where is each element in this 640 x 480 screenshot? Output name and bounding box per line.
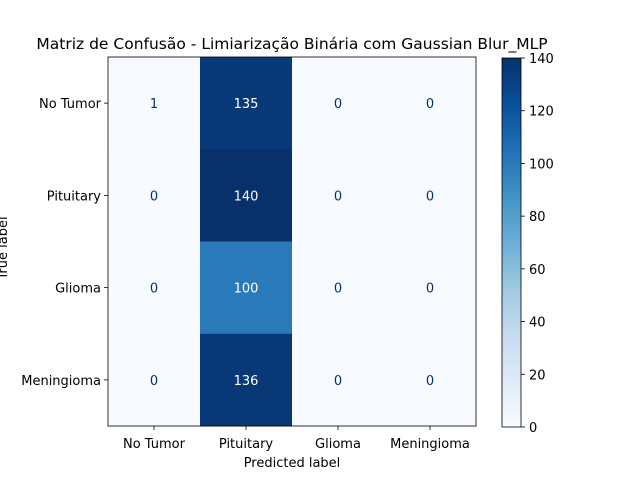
matrix-cell (384, 57, 477, 150)
matrix-cell (200, 57, 293, 150)
matrix-cell (292, 57, 385, 150)
colorbar-tick-label: 140 (529, 52, 554, 67)
cell-value-label: 0 (426, 97, 434, 112)
x-tick-label: Pituitary (219, 437, 274, 452)
cell-value-label: 136 (234, 374, 259, 389)
cell-value-label: 100 (234, 282, 259, 297)
y-axis-label: True label (0, 216, 11, 280)
matrix-cell (384, 333, 477, 427)
cell-value-label: 0 (334, 97, 342, 112)
matrix-cell (200, 149, 293, 242)
cell-value-label: 1 (150, 97, 158, 112)
x-tick-label: Meningioma (390, 437, 470, 452)
cell-value-label: 0 (150, 282, 158, 297)
colorbar-tick-label: 120 (529, 105, 554, 120)
x-axis-ticks: No Tumor Pituitary Glioma Meningioma (123, 426, 470, 452)
cell-value-label: 0 (426, 189, 434, 204)
colorbar-tick-label: 20 (529, 368, 546, 383)
cell-value-label: 0 (426, 282, 434, 297)
plot-frame (107, 56, 477, 427)
colorbar-tick-label: 100 (529, 157, 554, 172)
y-tick-label: Glioma (55, 282, 101, 297)
y-tick-label: Meningioma (21, 374, 101, 389)
cell-value-label: 0 (426, 374, 434, 389)
colorbar-tick-label: 0 (529, 421, 537, 436)
chart-title: Matriz de Confusão - Limiarização Binári… (36, 35, 547, 54)
matrix-cell (108, 149, 201, 242)
matrix-cell (200, 241, 293, 335)
x-tick-label: Glioma (315, 437, 361, 452)
y-tick-label: No Tumor (39, 97, 102, 112)
matrix-cell (108, 241, 201, 335)
matrix-cell (384, 241, 477, 335)
cell-value-label: 0 (334, 282, 342, 297)
matrix-cells (108, 57, 477, 427)
cell-value-label: 0 (150, 189, 158, 204)
y-axis-ticks: No Tumor Pituitary Glioma Meningioma (21, 97, 108, 389)
cell-value-label: 0 (334, 374, 342, 389)
matrix-cell (292, 149, 385, 242)
x-tick-label: No Tumor (123, 437, 186, 452)
colorbar-tick-label: 60 (529, 263, 546, 278)
matrix-cell-labels: 1 135 0 0 0 140 0 0 0 100 0 0 0 136 0 0 (150, 97, 434, 389)
matrix-cell (384, 149, 477, 242)
cell-value-label: 140 (234, 189, 259, 204)
matrix-cell (292, 333, 385, 427)
colorbar-ticks: 0 20 40 60 80 100 120 140 (521, 52, 554, 436)
matrix-cell (292, 241, 385, 335)
x-axis-label: Predicted label (244, 456, 341, 471)
matrix-cell (108, 57, 201, 150)
cell-value-label: 0 (334, 189, 342, 204)
colorbar-tick-label: 40 (529, 316, 546, 331)
colorbar (501, 57, 522, 428)
matrix-cell (108, 333, 201, 427)
y-tick-label: Pituitary (47, 189, 102, 204)
cell-value-label: 0 (150, 374, 158, 389)
matrix-cell (200, 333, 293, 427)
colorbar-tick-label: 80 (529, 210, 546, 225)
cell-value-label: 135 (234, 97, 259, 112)
